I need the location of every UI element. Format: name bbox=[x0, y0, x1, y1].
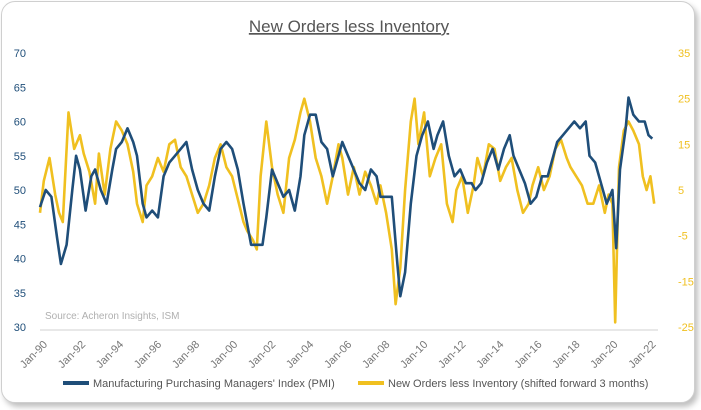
legend-label: New Orders less Inventory (shifted forwa… bbox=[388, 378, 648, 390]
right-tick-label: -5 bbox=[678, 231, 688, 243]
x-tick-label: Jan-94 bbox=[94, 339, 126, 371]
x-tick-label: Jan-96 bbox=[132, 339, 164, 371]
x-tick-label: Jan-04 bbox=[284, 339, 316, 371]
left-tick-label: 55 bbox=[14, 151, 26, 163]
chart-title: New Orders less Inventory bbox=[249, 17, 450, 36]
right-tick-label: 15 bbox=[678, 139, 690, 151]
right-tick-label: 25 bbox=[678, 94, 690, 106]
right-tick-label: -25 bbox=[678, 322, 694, 334]
x-tick-label: Jan-00 bbox=[208, 339, 240, 371]
right-tick-label: 5 bbox=[678, 185, 684, 197]
left-tick-label: 30 bbox=[14, 322, 26, 334]
x-tick-label: Jan-22 bbox=[626, 339, 658, 371]
x-tick-label: Jan-18 bbox=[550, 339, 582, 371]
new-orders-less-inventory-line bbox=[38, 97, 656, 324]
left-tick-label: 65 bbox=[14, 82, 26, 94]
x-tick-label: Jan-20 bbox=[588, 339, 620, 371]
left-tick-label: 50 bbox=[14, 185, 26, 197]
x-tick-label: Jan-16 bbox=[512, 339, 544, 371]
right-axis-ticks: -25 -15 -5 5 15 25 35 bbox=[678, 48, 694, 334]
x-tick-label: Jan-08 bbox=[360, 339, 392, 371]
pmi-series-line bbox=[38, 96, 654, 298]
left-tick-label: 40 bbox=[14, 254, 26, 266]
left-tick-label: 60 bbox=[14, 117, 26, 129]
chart-card bbox=[1, 1, 695, 403]
x-tick-label: Jan-92 bbox=[56, 339, 88, 371]
source-note: Source: Acheron Insights, ISM bbox=[45, 311, 180, 322]
x-tick-label: Jan-10 bbox=[398, 339, 430, 371]
right-tick-label: 35 bbox=[678, 48, 690, 60]
legend-label: Manufacturing Purchasing Managers' Index… bbox=[93, 378, 335, 390]
series-lines bbox=[38, 96, 656, 324]
left-tick-label: 35 bbox=[14, 288, 26, 300]
x-tick-label: Jan-02 bbox=[246, 339, 278, 371]
left-tick-label: 45 bbox=[14, 219, 26, 231]
x-axis-ticks: Jan-90 Jan-92 Jan-94 Jan-96 Jan-98 Jan-00 Jan-… bbox=[18, 339, 659, 371]
x-tick-label: Jan-90 bbox=[18, 339, 50, 371]
left-tick-label: 70 bbox=[14, 48, 26, 60]
legend: Manufacturing Purchasing Managers' Index… bbox=[63, 378, 648, 390]
x-tick-label: Jan-14 bbox=[474, 339, 506, 371]
x-tick-label: Jan-06 bbox=[322, 339, 354, 371]
x-tick-label: Jan-12 bbox=[436, 339, 468, 371]
left-axis-ticks: 30 35 40 45 50 55 60 65 70 bbox=[14, 48, 26, 334]
right-tick-label: -15 bbox=[678, 276, 694, 288]
x-tick-label: Jan-98 bbox=[170, 339, 202, 371]
